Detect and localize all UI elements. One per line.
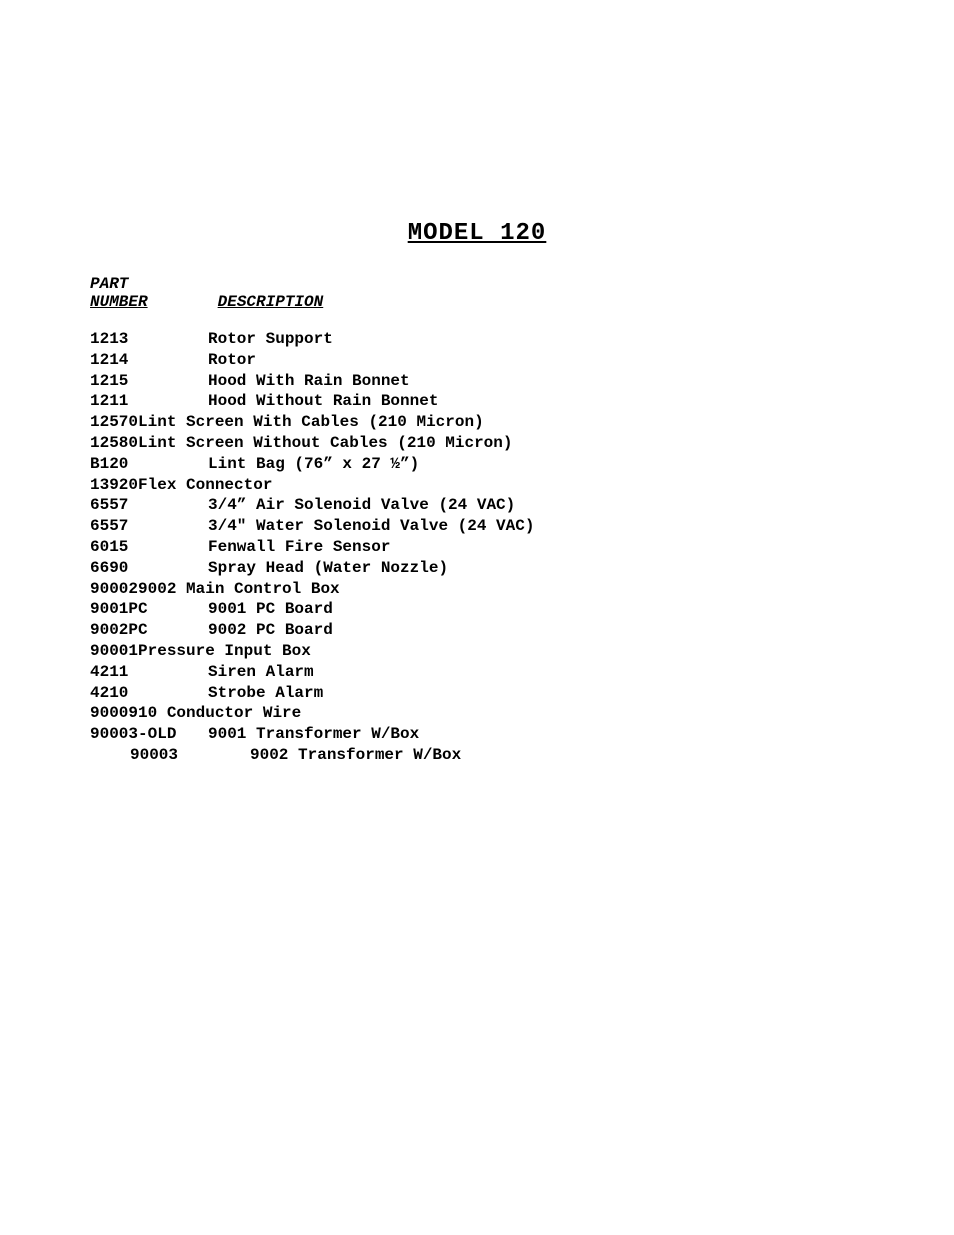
part-number: 1214 xyxy=(90,350,208,371)
part-description: Pressure Input Box xyxy=(138,641,311,662)
page-title: MODEL 120 xyxy=(90,220,864,247)
part-description: Lint Screen Without Cables (210 Micron) xyxy=(138,433,512,454)
table-row: 6015Fenwall Fire Sensor xyxy=(90,537,864,558)
table-row: 4210Strobe Alarm xyxy=(90,683,864,704)
part-number: 6557 xyxy=(90,516,208,537)
table-row: 1211Hood Without Rain Bonnet xyxy=(90,391,864,412)
table-row: 1213Rotor Support xyxy=(90,329,864,350)
table-row: 90001 Pressure Input Box xyxy=(90,641,864,662)
part-description: 9002 Main Control Box xyxy=(138,579,340,600)
table-row: 9002PC9002 PC Board xyxy=(90,620,864,641)
part-number: 9001PC xyxy=(90,599,208,620)
table-row: 90009 10 Conductor Wire xyxy=(90,703,864,724)
part-description: Rotor xyxy=(208,350,256,371)
part-description: Lint Screen With Cables (210 Micron) xyxy=(138,412,484,433)
part-number: 12570 xyxy=(90,412,138,433)
part-description: 3/4" Water Solenoid Valve (24 VAC) xyxy=(208,516,534,537)
part-number: 1215 xyxy=(90,371,208,392)
table-row: 6690Spray Head (Water Nozzle) xyxy=(90,558,864,579)
part-description: Strobe Alarm xyxy=(208,683,323,704)
table-row: 65573/4” Air Solenoid Valve (24 VAC) xyxy=(90,495,864,516)
part-number: 1213 xyxy=(90,329,208,350)
part-number: 90003 xyxy=(130,745,248,766)
header-description-label: DESCRIPTION xyxy=(218,293,324,311)
table-row: 1214Rotor xyxy=(90,350,864,371)
table-row: 90003-OLD9001 Transformer W/Box xyxy=(90,724,864,745)
table-row: 65573/4" Water Solenoid Valve (24 VAC) xyxy=(90,516,864,537)
part-description: 9002 PC Board xyxy=(208,620,333,641)
part-description: Hood Without Rain Bonnet xyxy=(208,391,438,412)
part-description: Spray Head (Water Nozzle) xyxy=(208,558,448,579)
part-number: 6557 xyxy=(90,495,208,516)
part-description: Lint Bag (76” x 27 ½”) xyxy=(208,454,419,475)
header-number-label: NUMBER xyxy=(90,293,208,311)
table-row: 900039002 Transformer W/Box xyxy=(90,745,864,766)
table-row: 1215Hood With Rain Bonnet xyxy=(90,371,864,392)
table-row: 9001PC9001 PC Board xyxy=(90,599,864,620)
part-number: 90001 xyxy=(90,641,138,662)
table-row: 4211Siren Alarm xyxy=(90,662,864,683)
part-number: 6690 xyxy=(90,558,208,579)
table-row: 12570 Lint Screen With Cables (210 Micro… xyxy=(90,412,864,433)
part-number: 4210 xyxy=(90,683,208,704)
table-row: B120Lint Bag (76” x 27 ½”) xyxy=(90,454,864,475)
table-header-row: NUMBER DESCRIPTION xyxy=(90,293,864,311)
part-description: Rotor Support xyxy=(208,329,333,350)
table-row: 12580 Lint Screen Without Cables (210 Mi… xyxy=(90,433,864,454)
part-number: 13920 xyxy=(90,475,138,496)
table-row: 13920 Flex Connector xyxy=(90,475,864,496)
part-description: Fenwall Fire Sensor xyxy=(208,537,390,558)
part-description: 9002 Transformer W/Box xyxy=(250,745,461,766)
table-row: 90002 9002 Main Control Box xyxy=(90,579,864,600)
header-part-label: PART xyxy=(90,275,864,293)
part-description: 9001 PC Board xyxy=(208,599,333,620)
part-number: 90003-OLD xyxy=(90,724,208,745)
part-description: Siren Alarm xyxy=(208,662,314,683)
part-description: Hood With Rain Bonnet xyxy=(208,371,410,392)
part-number: 6015 xyxy=(90,537,208,558)
part-number: 9002PC xyxy=(90,620,208,641)
part-number: 90009 xyxy=(90,703,138,724)
part-number: 1211 xyxy=(90,391,208,412)
part-description: 9001 Transformer W/Box xyxy=(208,724,419,745)
part-number: 90002 xyxy=(90,579,138,600)
part-description: 3/4” Air Solenoid Valve (24 VAC) xyxy=(208,495,515,516)
part-description: 10 Conductor Wire xyxy=(138,703,301,724)
part-number: 4211 xyxy=(90,662,208,683)
part-description: Flex Connector xyxy=(138,475,272,496)
parts-table: 1213Rotor Support1214Rotor1215Hood With … xyxy=(90,329,864,766)
part-number: 12580 xyxy=(90,433,138,454)
part-number: B120 xyxy=(90,454,208,475)
